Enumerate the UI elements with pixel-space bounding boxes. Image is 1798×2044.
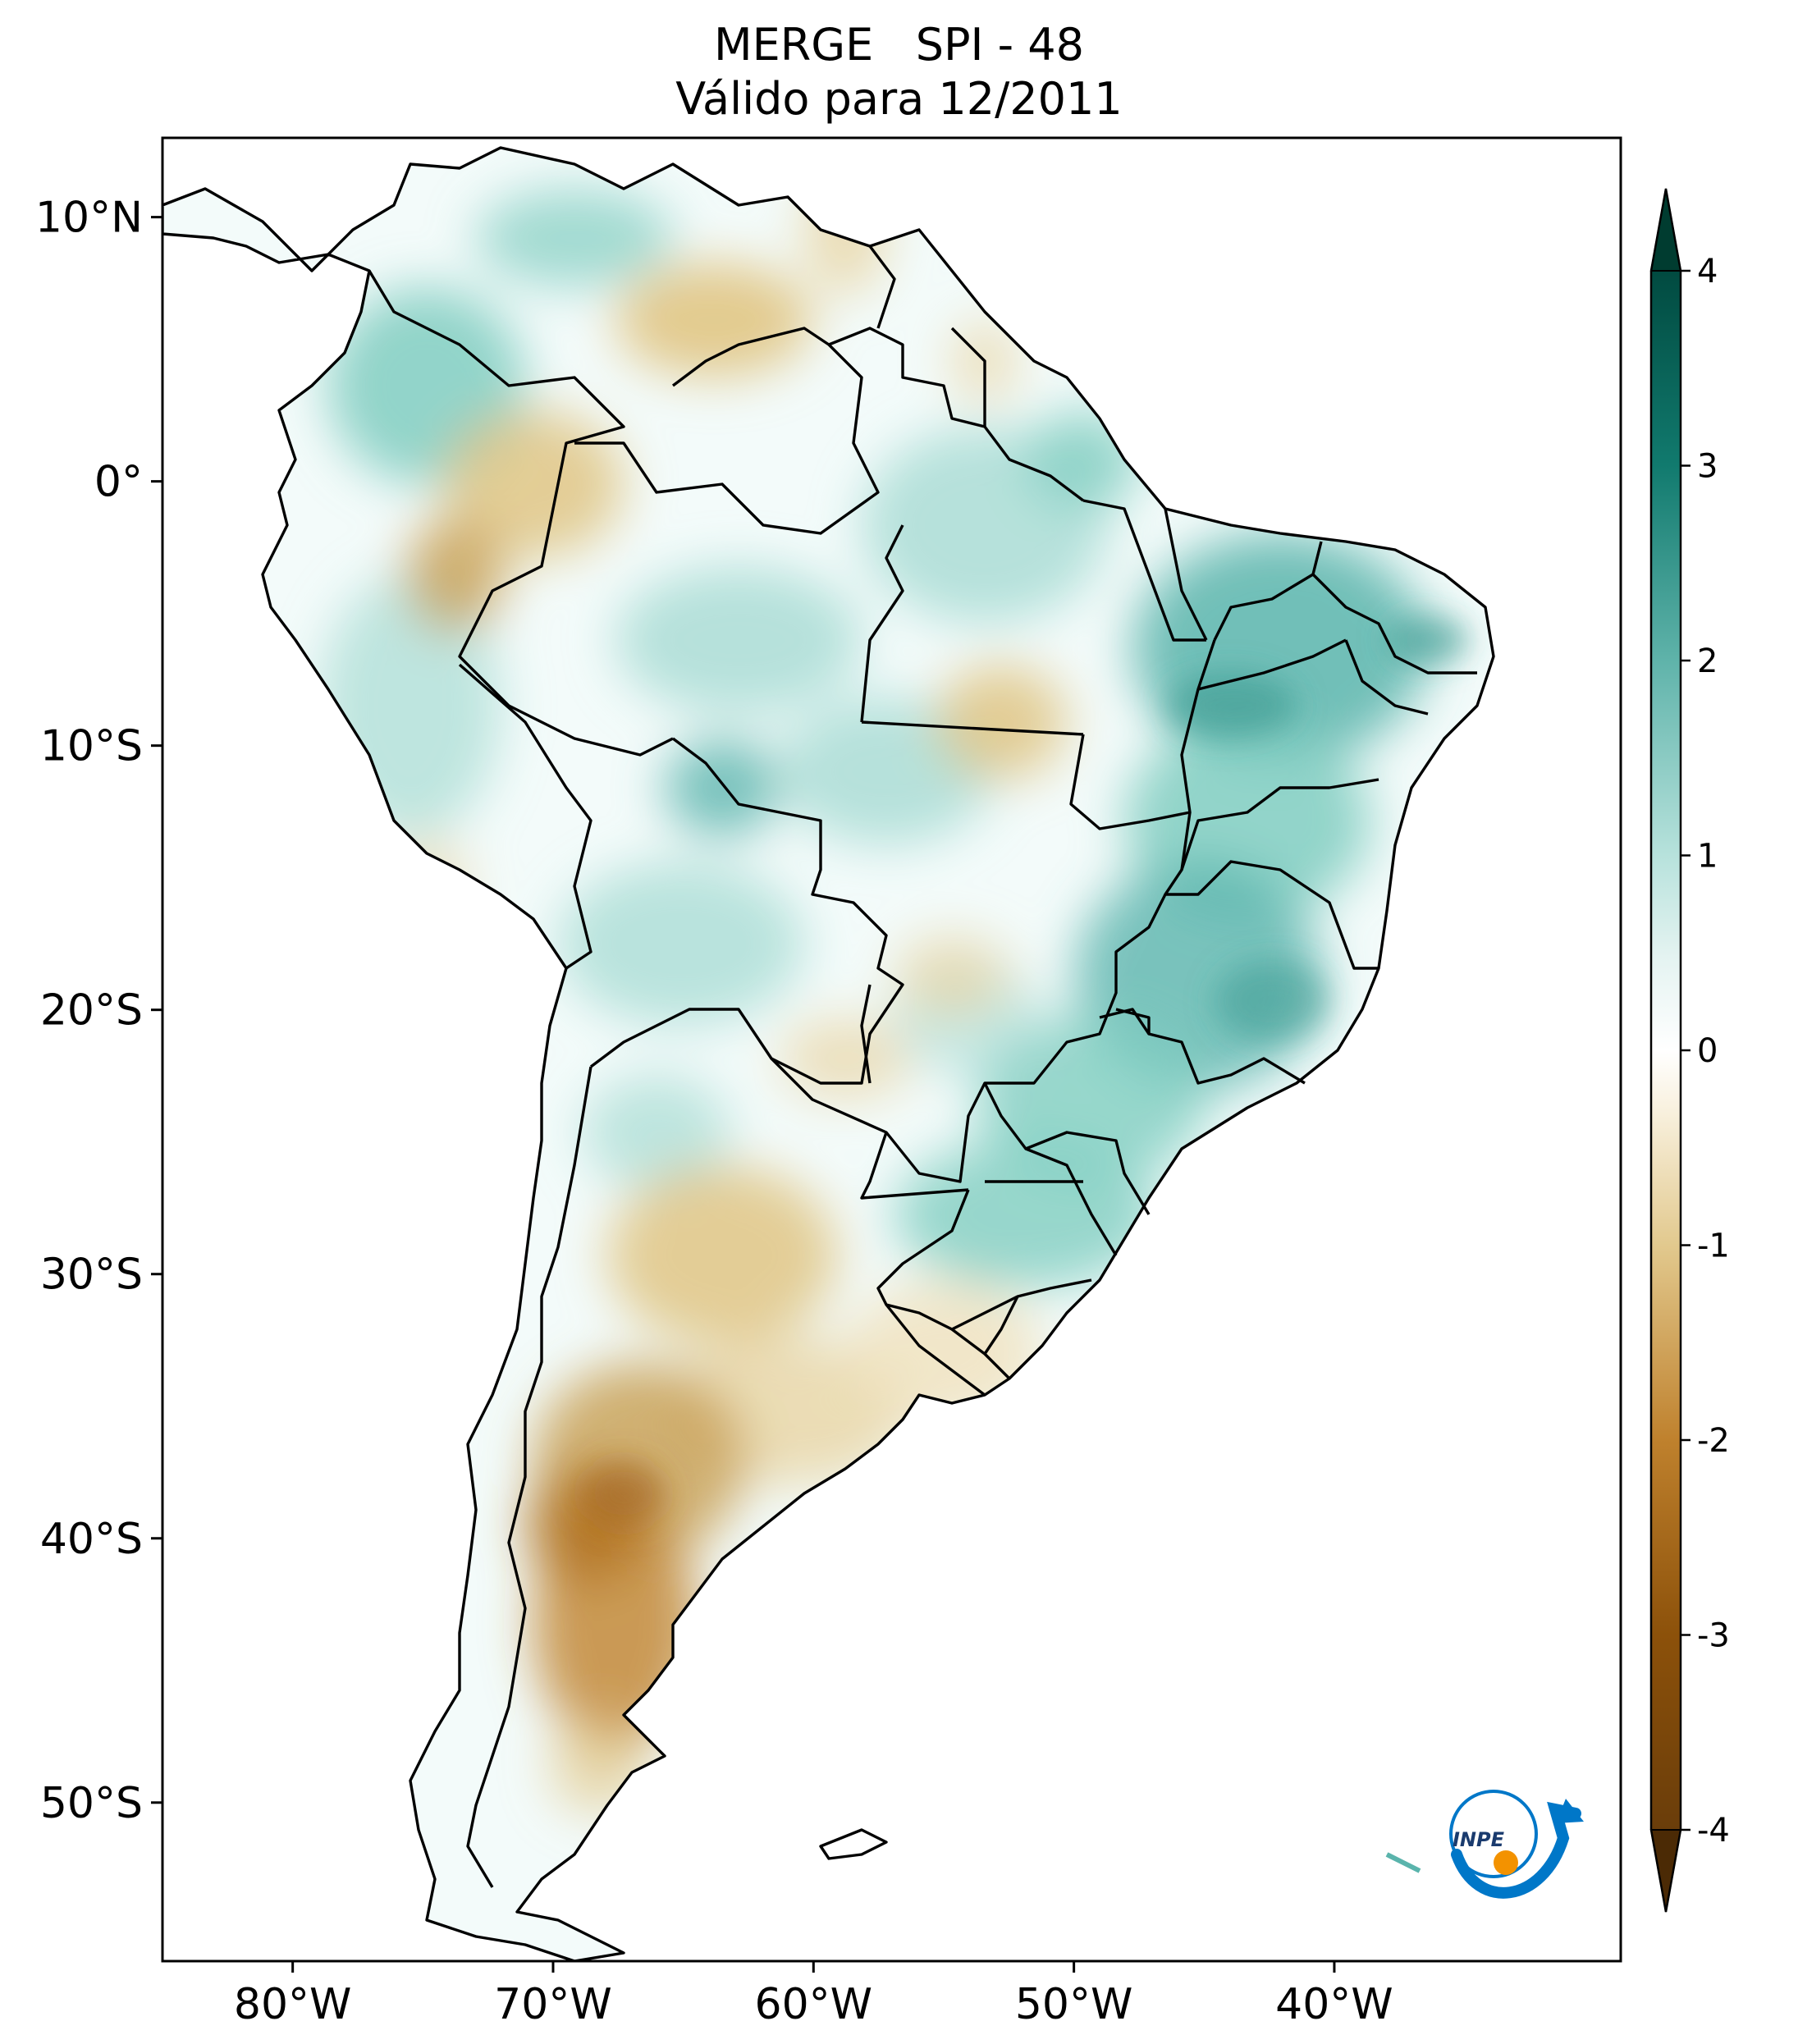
colorbar-tick-label: -4	[1697, 1812, 1730, 1850]
title-line-2: Válido para 12/2011	[675, 73, 1123, 125]
colorbar-tick-label: 0	[1697, 1032, 1718, 1070]
colorbar-tick-label: 4	[1697, 253, 1718, 290]
island-southeast	[1385, 1852, 1421, 1873]
colorbar-extend-max	[1649, 188, 1682, 272]
logo-text: INPE	[1453, 1828, 1505, 1851]
y-tick-label: 20°S	[40, 986, 143, 1036]
map-title: MERGE SPI - 48 Válido para 12/2011	[0, 18, 1798, 126]
colorbar-tick-label: 3	[1697, 448, 1718, 486]
x-tick-label: 60°W	[755, 1980, 873, 2029]
country-borders	[368, 245, 1477, 1888]
colorbar-tick-label: 2	[1697, 642, 1718, 680]
x-tick-label: 40°W	[1275, 1980, 1393, 2029]
colorbar-tick-label: -3	[1697, 1617, 1730, 1655]
falkland-islands	[819, 1828, 888, 1860]
x-tick-label: 80°W	[234, 1980, 352, 2029]
x-tick-label: 70°W	[494, 1980, 612, 2029]
y-tick-label: 40°S	[40, 1515, 143, 1564]
y-tick-label: 10°N	[35, 194, 143, 243]
inpe-logo: INPE	[1449, 1790, 1584, 1899]
x-tick-label: 50°W	[1015, 1980, 1133, 2029]
colorbar: 4 3 2 1 0 -1 -2 -3 -4	[1649, 188, 1730, 1913]
y-tick-label: 0°	[94, 458, 143, 507]
y-tick-label: 50°S	[40, 1779, 143, 1828]
colorbar-gradient	[1651, 271, 1681, 1830]
y-tick-label: 30°S	[40, 1251, 143, 1300]
colorbar-tick-label: -1	[1697, 1228, 1730, 1265]
colorbar-extend-min	[1649, 1829, 1682, 1913]
x-axis: 80°W 70°W 60°W 50°W 40°W	[234, 1961, 1393, 2029]
y-axis: 10°N 0° 10°S 20°S 30°S 40°S 50°S	[35, 194, 162, 1828]
y-tick-label: 10°S	[40, 722, 143, 771]
colorbar-tick-label: 1	[1697, 838, 1718, 876]
title-line-1: MERGE SPI - 48	[714, 19, 1084, 71]
colorbar-tick-label: -2	[1697, 1422, 1730, 1460]
